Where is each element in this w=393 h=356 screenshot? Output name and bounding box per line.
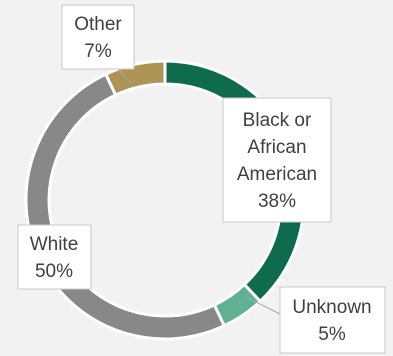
category-label: African xyxy=(247,137,306,158)
data-label-box xyxy=(222,97,332,223)
category-label: American xyxy=(237,164,317,185)
category-label: Black or xyxy=(243,110,312,131)
data-label-white: White 50% xyxy=(17,224,92,290)
value-label: 7% xyxy=(84,41,112,62)
data-label-box xyxy=(17,224,92,290)
data-label-box xyxy=(61,4,135,70)
category-label: White xyxy=(30,234,79,255)
category-label: Unknown xyxy=(292,297,371,318)
data-label-black-or-african-american: Black or African American 38% xyxy=(222,97,332,223)
leader-line-unknown xyxy=(245,296,281,315)
value-label: 38% xyxy=(258,191,296,212)
data-label-box xyxy=(279,286,386,354)
data-label-other: Other 7% xyxy=(61,4,135,70)
value-label: 5% xyxy=(318,324,346,345)
data-label-unknown: Unknown 5% xyxy=(279,286,386,354)
value-label: 50% xyxy=(35,261,73,282)
leader-line-other xyxy=(117,68,133,84)
slice-white xyxy=(24,72,227,341)
category-label: Other xyxy=(74,14,122,35)
